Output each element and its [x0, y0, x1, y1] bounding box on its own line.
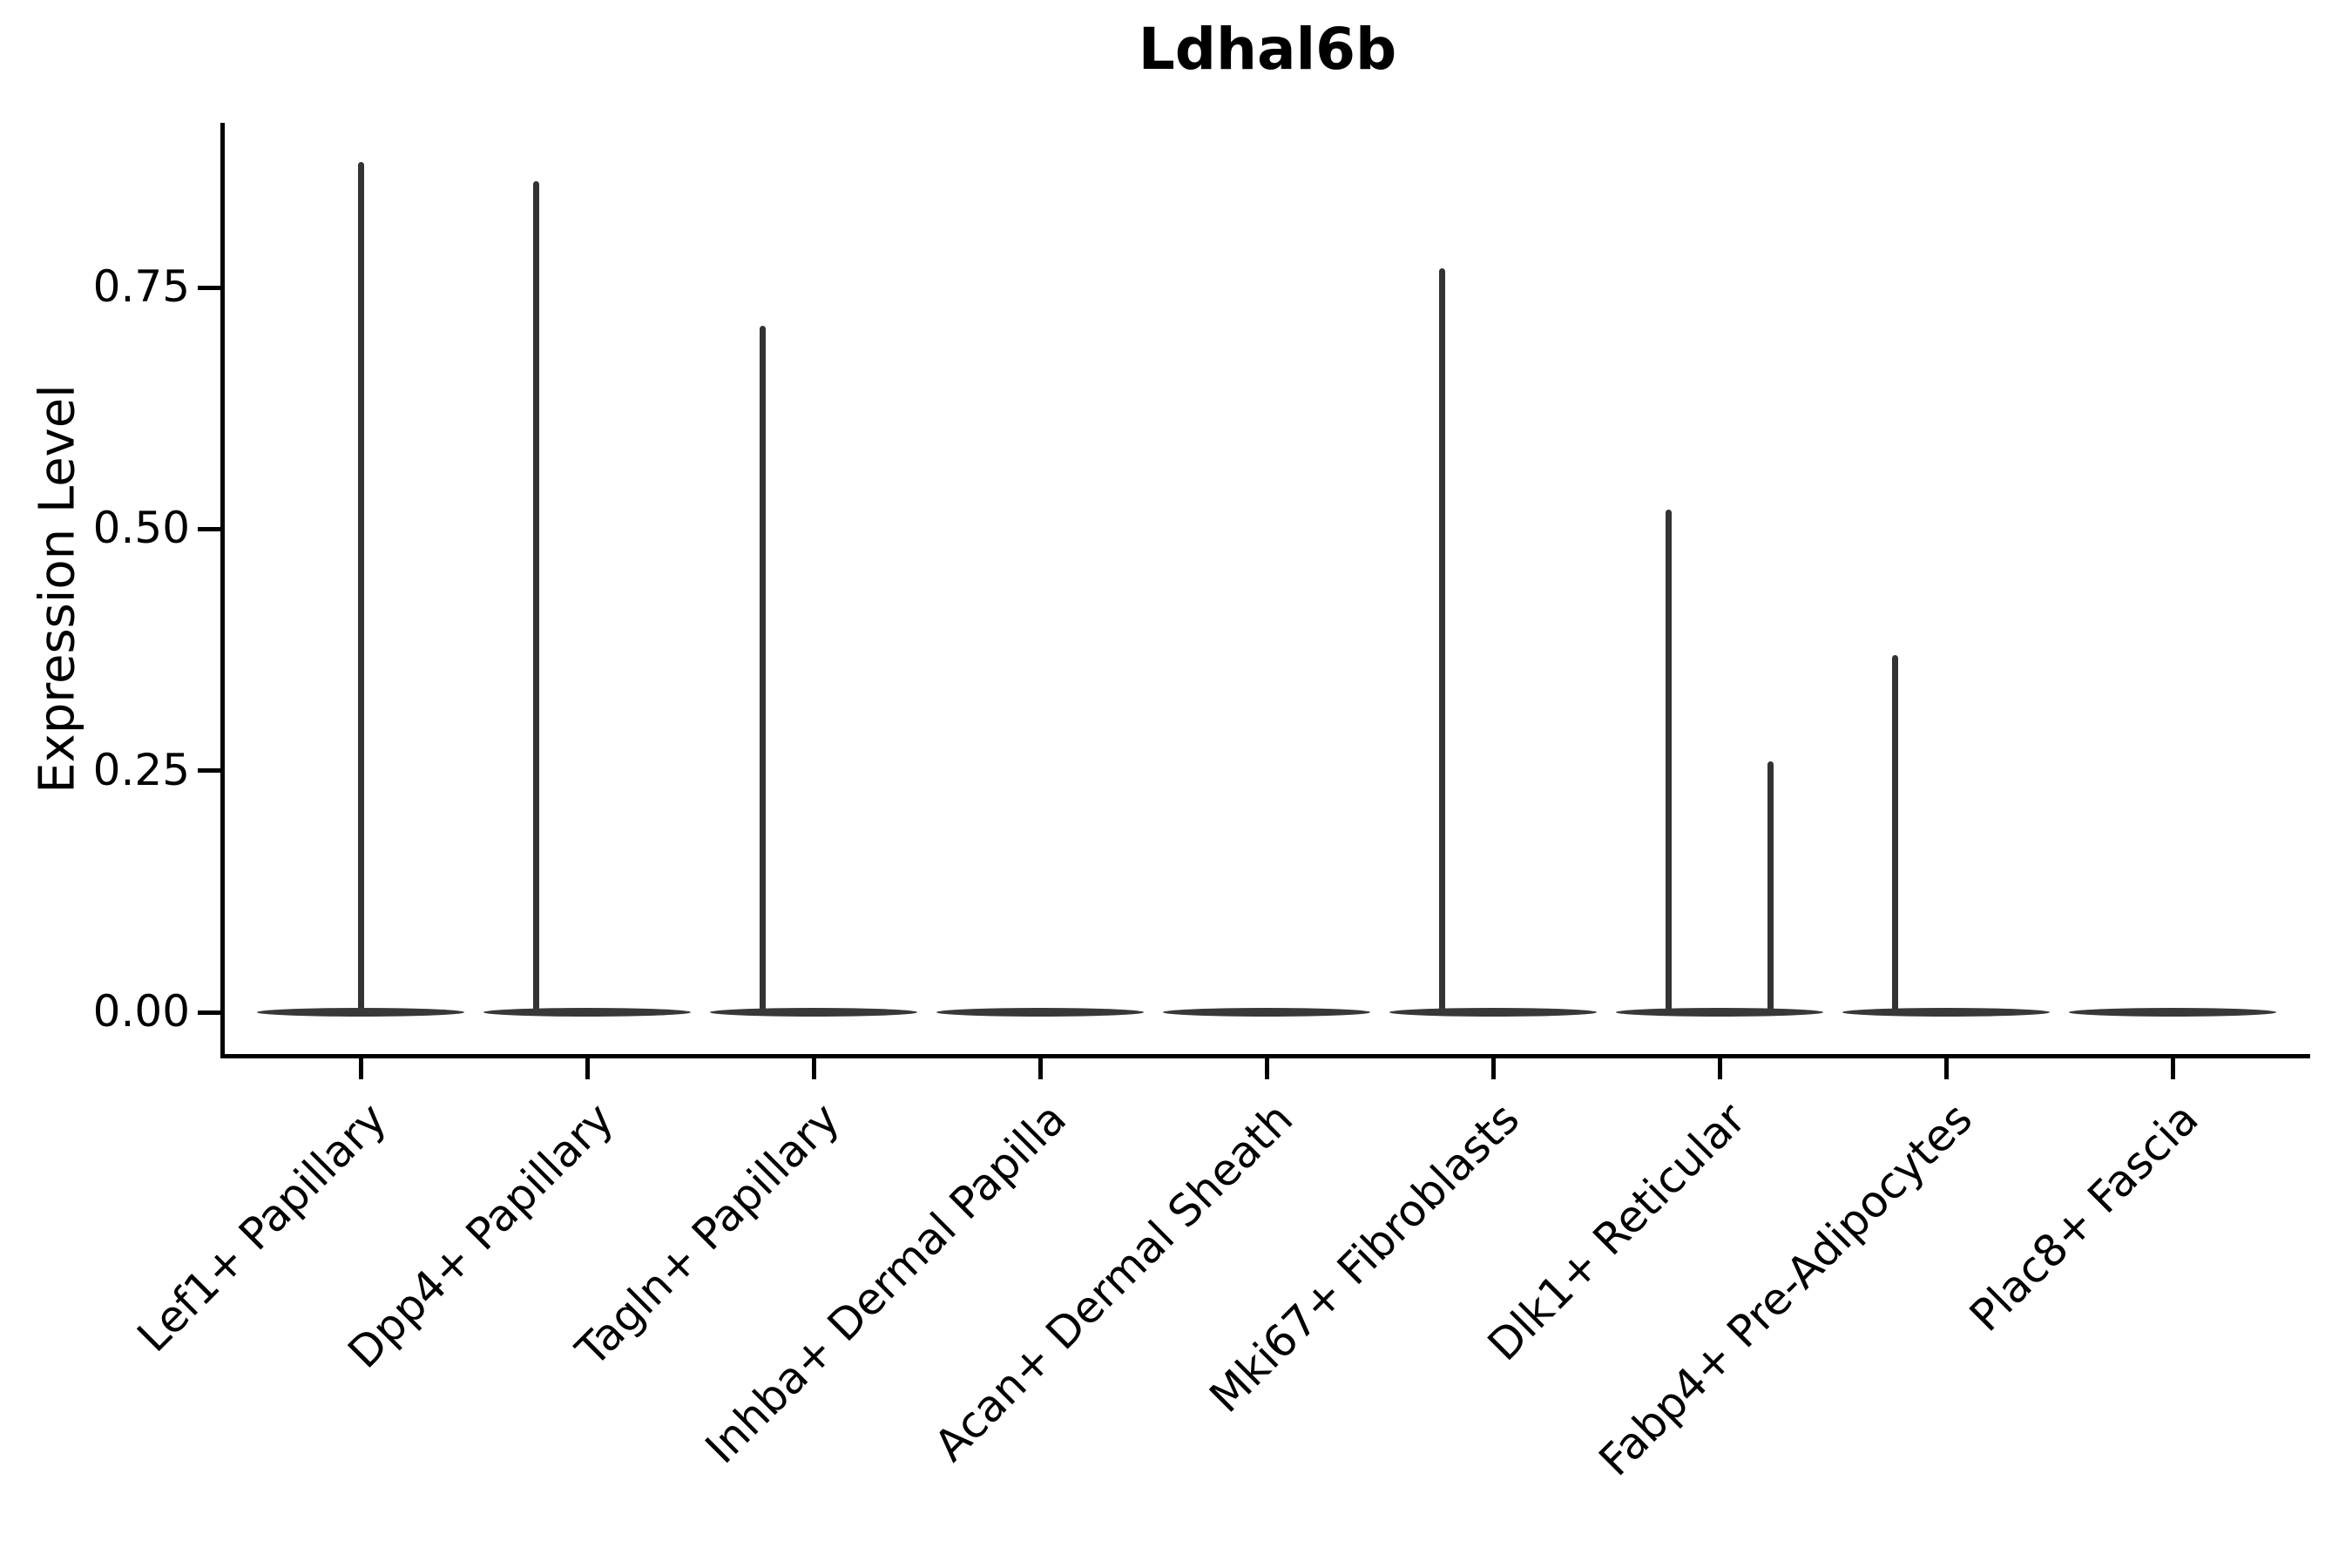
violin-spike [357, 161, 364, 1016]
y-tick-mark [198, 285, 220, 290]
violin-base [710, 1008, 917, 1017]
violin-base [483, 1008, 691, 1017]
chart-title: Ldhal6b [1138, 16, 1397, 83]
y-tick-label: 0.50 [92, 503, 190, 554]
y-tick-label: 0.00 [92, 985, 190, 1037]
x-tick-label: Acan+ Dermal Sheath [924, 1093, 1303, 1471]
y-tick-mark [198, 1010, 220, 1015]
y-tick-mark [198, 526, 220, 531]
violin-spike [1666, 510, 1672, 1016]
x-tick-label: Lef1+ Papillary [127, 1093, 397, 1362]
violin-base [1163, 1008, 1370, 1017]
violin-base [257, 1008, 464, 1017]
y-tick-mark [198, 768, 220, 774]
x-tick-mark [1717, 1058, 1722, 1079]
x-tick-label: Fabp4+ Pre-Adipocytes [1589, 1093, 1983, 1486]
violin-base [2069, 1008, 2276, 1017]
y-axis-label: Expression Level [29, 384, 86, 794]
x-tick-mark [1490, 1058, 1496, 1079]
violin-base [936, 1008, 1144, 1017]
y-tick-label: 0.25 [92, 744, 190, 795]
violin-spike [1767, 760, 1774, 1016]
x-tick-mark [1943, 1058, 1949, 1079]
violin-spike [1439, 267, 1445, 1016]
x-tick-mark [2170, 1058, 2175, 1079]
x-tick-mark [585, 1058, 590, 1079]
violin-spike [760, 326, 766, 1016]
x-tick-mark [1037, 1058, 1043, 1079]
violin-base [1842, 1008, 2050, 1017]
x-tick-mark [358, 1058, 363, 1079]
y-tick-label: 0.75 [92, 260, 190, 312]
x-tick-mark [811, 1058, 816, 1079]
violin-spike [533, 181, 539, 1016]
violin-base [1389, 1008, 1597, 1017]
violin-base [1616, 1008, 1823, 1017]
x-tick-mark [1264, 1058, 1269, 1079]
violin-spike [1892, 654, 1898, 1016]
x-axis-spine [220, 1054, 2310, 1058]
x-tick-label: Plac8+ Fascia [1960, 1093, 2209, 1342]
x-tick-label: Inhba+ Dermal Papilla [695, 1093, 1077, 1474]
y-axis-spine [220, 123, 225, 1058]
